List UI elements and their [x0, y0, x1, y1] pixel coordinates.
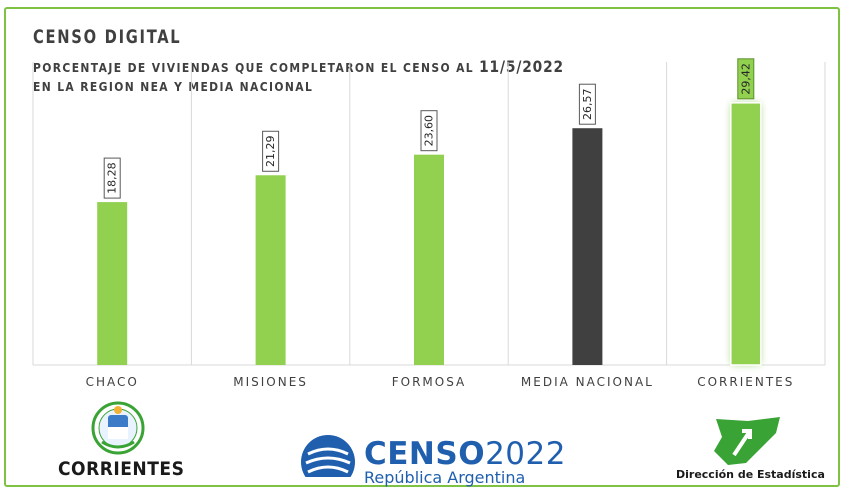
- value-label-box: [578, 83, 596, 125]
- value-label-group: 26,57: [578, 83, 596, 125]
- censo-logo-text: CENSO2022: [364, 436, 566, 472]
- value-label-group: 21,29: [262, 130, 280, 172]
- bar-misiones: [255, 175, 286, 365]
- value-label-box: [737, 58, 755, 100]
- value-label: 18,28: [106, 162, 119, 194]
- bar-corrientes: [730, 102, 762, 366]
- corrientes-logo: CORRIENTES: [58, 400, 185, 480]
- category-label: CORRIENTES: [697, 375, 794, 389]
- value-label-group: 29,42: [737, 58, 755, 100]
- bar-formosa: [414, 154, 444, 365]
- chart-subtitle-line1: PORCENTAJE DE VIVIENDAS QUE COMPLETARON …: [33, 57, 564, 76]
- value-label: 26,57: [581, 88, 594, 120]
- value-label-box: [262, 130, 280, 172]
- value-label: 21,29: [264, 136, 277, 168]
- value-label-group: 23,60: [420, 110, 438, 152]
- direccion-estadistica-logo: Dirección de Estadística: [676, 415, 825, 481]
- bar-chart: 18,28 21,29 23,60 26,57 29,42 CHACO MISIONES F…: [32, 58, 826, 389]
- censo-word: CENSO: [364, 436, 486, 472]
- censo-subtitle: República Argentina: [364, 468, 526, 487]
- provincial-seal-icon: [91, 401, 145, 455]
- direccion-logo-text: Dirección de Estadística: [676, 468, 825, 481]
- category-label: MISIONES: [233, 375, 308, 389]
- bar-media-nacional: [572, 128, 603, 365]
- value-label-box: [103, 157, 121, 199]
- category-label: CHACO: [86, 375, 139, 389]
- corrientes-logo-text: CORRIENTES: [58, 458, 185, 480]
- censo-emblem-icon: [301, 435, 355, 487]
- value-label-box: [420, 110, 438, 152]
- value-label: 23,60: [423, 115, 436, 147]
- chart-title: CENSO DIGITAL: [33, 26, 182, 48]
- chart-subtitle-line2: EN LA REGION NEA Y MEDIA NACIONAL: [33, 79, 314, 94]
- subtitle-date: 11/5/2022: [479, 57, 564, 76]
- bar-chaco: [97, 202, 128, 365]
- censo-2022-logo: CENSO2022 República Argentina: [298, 432, 565, 487]
- value-label-group: 18,28: [103, 157, 121, 199]
- censo-year: 2022: [485, 436, 566, 472]
- category-label: MEDIA NACIONAL: [521, 375, 654, 389]
- subtitle-prefix: PORCENTAJE DE VIVIENDAS QUE COMPLETARON …: [33, 60, 475, 75]
- category-label: FORMOSA: [392, 375, 467, 389]
- value-label: 29,42: [739, 63, 752, 95]
- province-map-icon: [714, 417, 780, 465]
